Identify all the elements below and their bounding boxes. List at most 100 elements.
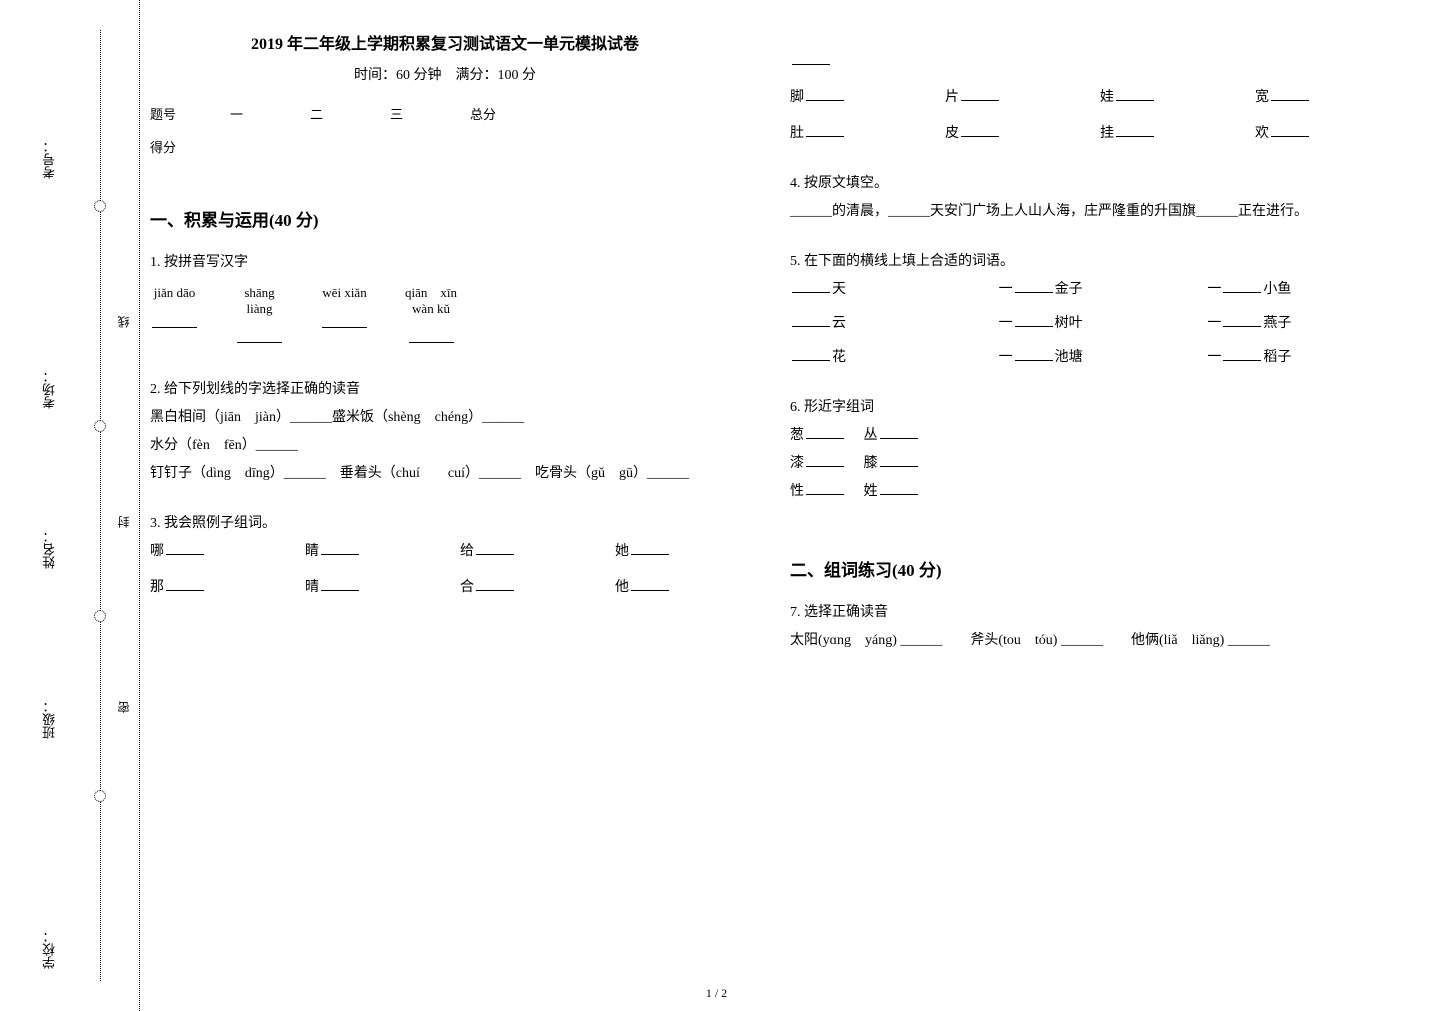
q3-r2c4: 他 bbox=[615, 574, 740, 602]
q4-text: ______的清晨，______天安门广场上人山人海，庄严隆重的升国旗_____… bbox=[790, 198, 1380, 226]
answer-blank[interactable] bbox=[806, 123, 844, 137]
q1-py4a: qiān xīn bbox=[405, 285, 457, 301]
q1-item-4: qiān xīn wàn kǔ bbox=[405, 285, 457, 354]
q2-line3: 钉钉子（dìng dīng）______ 垂着头（chuí cuí）______… bbox=[150, 460, 740, 488]
answer-blank[interactable] bbox=[409, 329, 454, 343]
answer-blank[interactable] bbox=[806, 425, 844, 439]
answer-blank[interactable] bbox=[1223, 313, 1261, 327]
answer-blank[interactable] bbox=[880, 425, 918, 439]
q3-r4c2: 皮 bbox=[945, 120, 1070, 148]
q6-w: 丛 bbox=[864, 428, 878, 443]
q3-w: 娃 bbox=[1100, 90, 1114, 105]
q3-w: 哪 bbox=[150, 544, 164, 559]
right-column: 脚 片 娃 宽 肚 皮 挂 欢 4. 按原文填空。 ______的清晨，____… bbox=[790, 30, 1380, 677]
q1-py4b: wàn kǔ bbox=[405, 301, 457, 317]
answer-blank[interactable] bbox=[792, 279, 830, 293]
answer-blank[interactable] bbox=[1271, 123, 1309, 137]
q6-w: 漆 bbox=[790, 456, 804, 471]
q6-w: 膝 bbox=[864, 456, 878, 471]
answer-blank[interactable] bbox=[631, 541, 669, 555]
answer-blank[interactable] bbox=[322, 314, 367, 328]
answer-blank[interactable] bbox=[1015, 313, 1053, 327]
q6-w: 葱 bbox=[790, 428, 804, 443]
answer-blank[interactable] bbox=[806, 481, 844, 495]
q5-r3c1: 花 bbox=[790, 344, 963, 372]
answer-blank[interactable] bbox=[321, 541, 359, 555]
exam-title: 2019 年二年级上学期积累复习测试语文一单元模拟试卷 bbox=[150, 30, 740, 54]
answer-blank[interactable] bbox=[806, 87, 844, 101]
binding-label-banji: 班级： bbox=[40, 700, 59, 739]
q3-r1c1: 哪 bbox=[150, 538, 275, 566]
q5-w: 燕子 bbox=[1263, 316, 1291, 331]
dot-circle-icon bbox=[94, 420, 106, 432]
answer-blank[interactable] bbox=[321, 577, 359, 591]
q3-r3c2: 片 bbox=[945, 84, 1070, 112]
binding-dotted-line bbox=[100, 30, 101, 981]
answer-blank[interactable] bbox=[961, 123, 999, 137]
answer-blank[interactable] bbox=[152, 314, 197, 328]
dot-circle-icon bbox=[94, 200, 106, 212]
answer-blank[interactable] bbox=[792, 313, 830, 327]
score-value-row: 得分 bbox=[150, 137, 740, 156]
q3-r2c3: 合 bbox=[460, 574, 585, 602]
q3-r4c3: 挂 bbox=[1100, 120, 1225, 148]
q3-w: 宽 bbox=[1255, 90, 1269, 105]
answer-blank[interactable] bbox=[1116, 123, 1154, 137]
page-number: 1 / 2 bbox=[706, 986, 727, 1001]
q3-w: 皮 bbox=[945, 126, 959, 141]
exam-subtitle: 时间：60 分钟 满分：100 分 bbox=[150, 64, 740, 84]
answer-blank[interactable] bbox=[1271, 87, 1309, 101]
q6-row1: 葱 丛 bbox=[790, 422, 1380, 450]
q2: 2. 给下列划线的字选择正确的读音 黑白相间（jiān jiàn）______盛… bbox=[150, 376, 740, 488]
answer-blank[interactable] bbox=[476, 577, 514, 591]
answer-blank[interactable] bbox=[961, 87, 999, 101]
q5-r1c3: 一小鱼 bbox=[1207, 276, 1380, 304]
answer-blank[interactable] bbox=[806, 453, 844, 467]
q3-w: 她 bbox=[615, 544, 629, 559]
q3-w: 他 bbox=[615, 580, 629, 595]
q1-py2b: liàng bbox=[235, 301, 284, 317]
q3-r2c1: 那 bbox=[150, 574, 275, 602]
answer-blank[interactable] bbox=[1015, 347, 1053, 361]
q3-w: 挂 bbox=[1100, 126, 1114, 141]
answer-blank[interactable] bbox=[631, 577, 669, 591]
section1-head: 一、积累与运用(40 分) bbox=[150, 206, 740, 231]
answer-blank[interactable] bbox=[1223, 347, 1261, 361]
answer-blank[interactable] bbox=[880, 453, 918, 467]
q3-grid-right: 脚 片 娃 宽 肚 皮 挂 欢 bbox=[790, 48, 1380, 148]
q2-line1: 黑白相间（jiān jiàn）______盛米饭（shèng chéng）___… bbox=[150, 404, 740, 432]
section2-head: 二、组词练习(40 分) bbox=[790, 556, 1380, 581]
answer-blank[interactable] bbox=[1015, 279, 1053, 293]
q3-r1c3: 给 bbox=[460, 538, 585, 566]
answer-blank[interactable] bbox=[792, 347, 830, 361]
q3-label: 3. 我会照例子组词。 bbox=[150, 510, 740, 538]
answer-blank[interactable] bbox=[792, 51, 830, 65]
dot-circle-icon bbox=[94, 610, 106, 622]
q3-r4c4: 欢 bbox=[1255, 120, 1380, 148]
answer-blank[interactable] bbox=[476, 541, 514, 555]
q3-w: 晴 bbox=[305, 580, 319, 595]
q2-line2: 水分（fèn fēn）______ bbox=[150, 432, 740, 460]
answer-blank[interactable] bbox=[1223, 279, 1261, 293]
answer-blank[interactable] bbox=[880, 481, 918, 495]
q5-r1c2: 一金子 bbox=[999, 276, 1172, 304]
q3-w: 脚 bbox=[790, 90, 804, 105]
score-head-2: 二 bbox=[310, 104, 340, 123]
q3-r1c4: 她 bbox=[615, 538, 740, 566]
answer-blank[interactable] bbox=[1116, 87, 1154, 101]
q4-label: 4. 按原文填空。 bbox=[790, 170, 1380, 198]
answer-blank[interactable] bbox=[166, 577, 204, 591]
q7: 7. 选择正确读音 太阳(yɑng yáng) ______ 斧头(tou tó… bbox=[790, 599, 1380, 655]
q5-label: 5. 在下面的横线上填上合适的词语。 bbox=[790, 248, 1380, 276]
binding-word-xian: 线 bbox=[115, 310, 132, 328]
q3-w: 欢 bbox=[1255, 126, 1269, 141]
answer-blank[interactable] bbox=[166, 541, 204, 555]
q3-continued: 脚 片 娃 宽 肚 皮 挂 欢 bbox=[790, 48, 1380, 148]
binding-edge: 考号： 考场： 姓名： 班级： 学校： 线 封 密 bbox=[30, 0, 140, 1011]
q5-w: 天 bbox=[832, 282, 846, 297]
binding-label-kaohao: 考号： bbox=[40, 140, 59, 179]
q2-label: 2. 给下列划线的字选择正确的读音 bbox=[150, 376, 740, 404]
q3-r3c3: 娃 bbox=[1100, 84, 1225, 112]
q6-label: 6. 形近字组词 bbox=[790, 394, 1380, 422]
answer-blank[interactable] bbox=[237, 329, 282, 343]
